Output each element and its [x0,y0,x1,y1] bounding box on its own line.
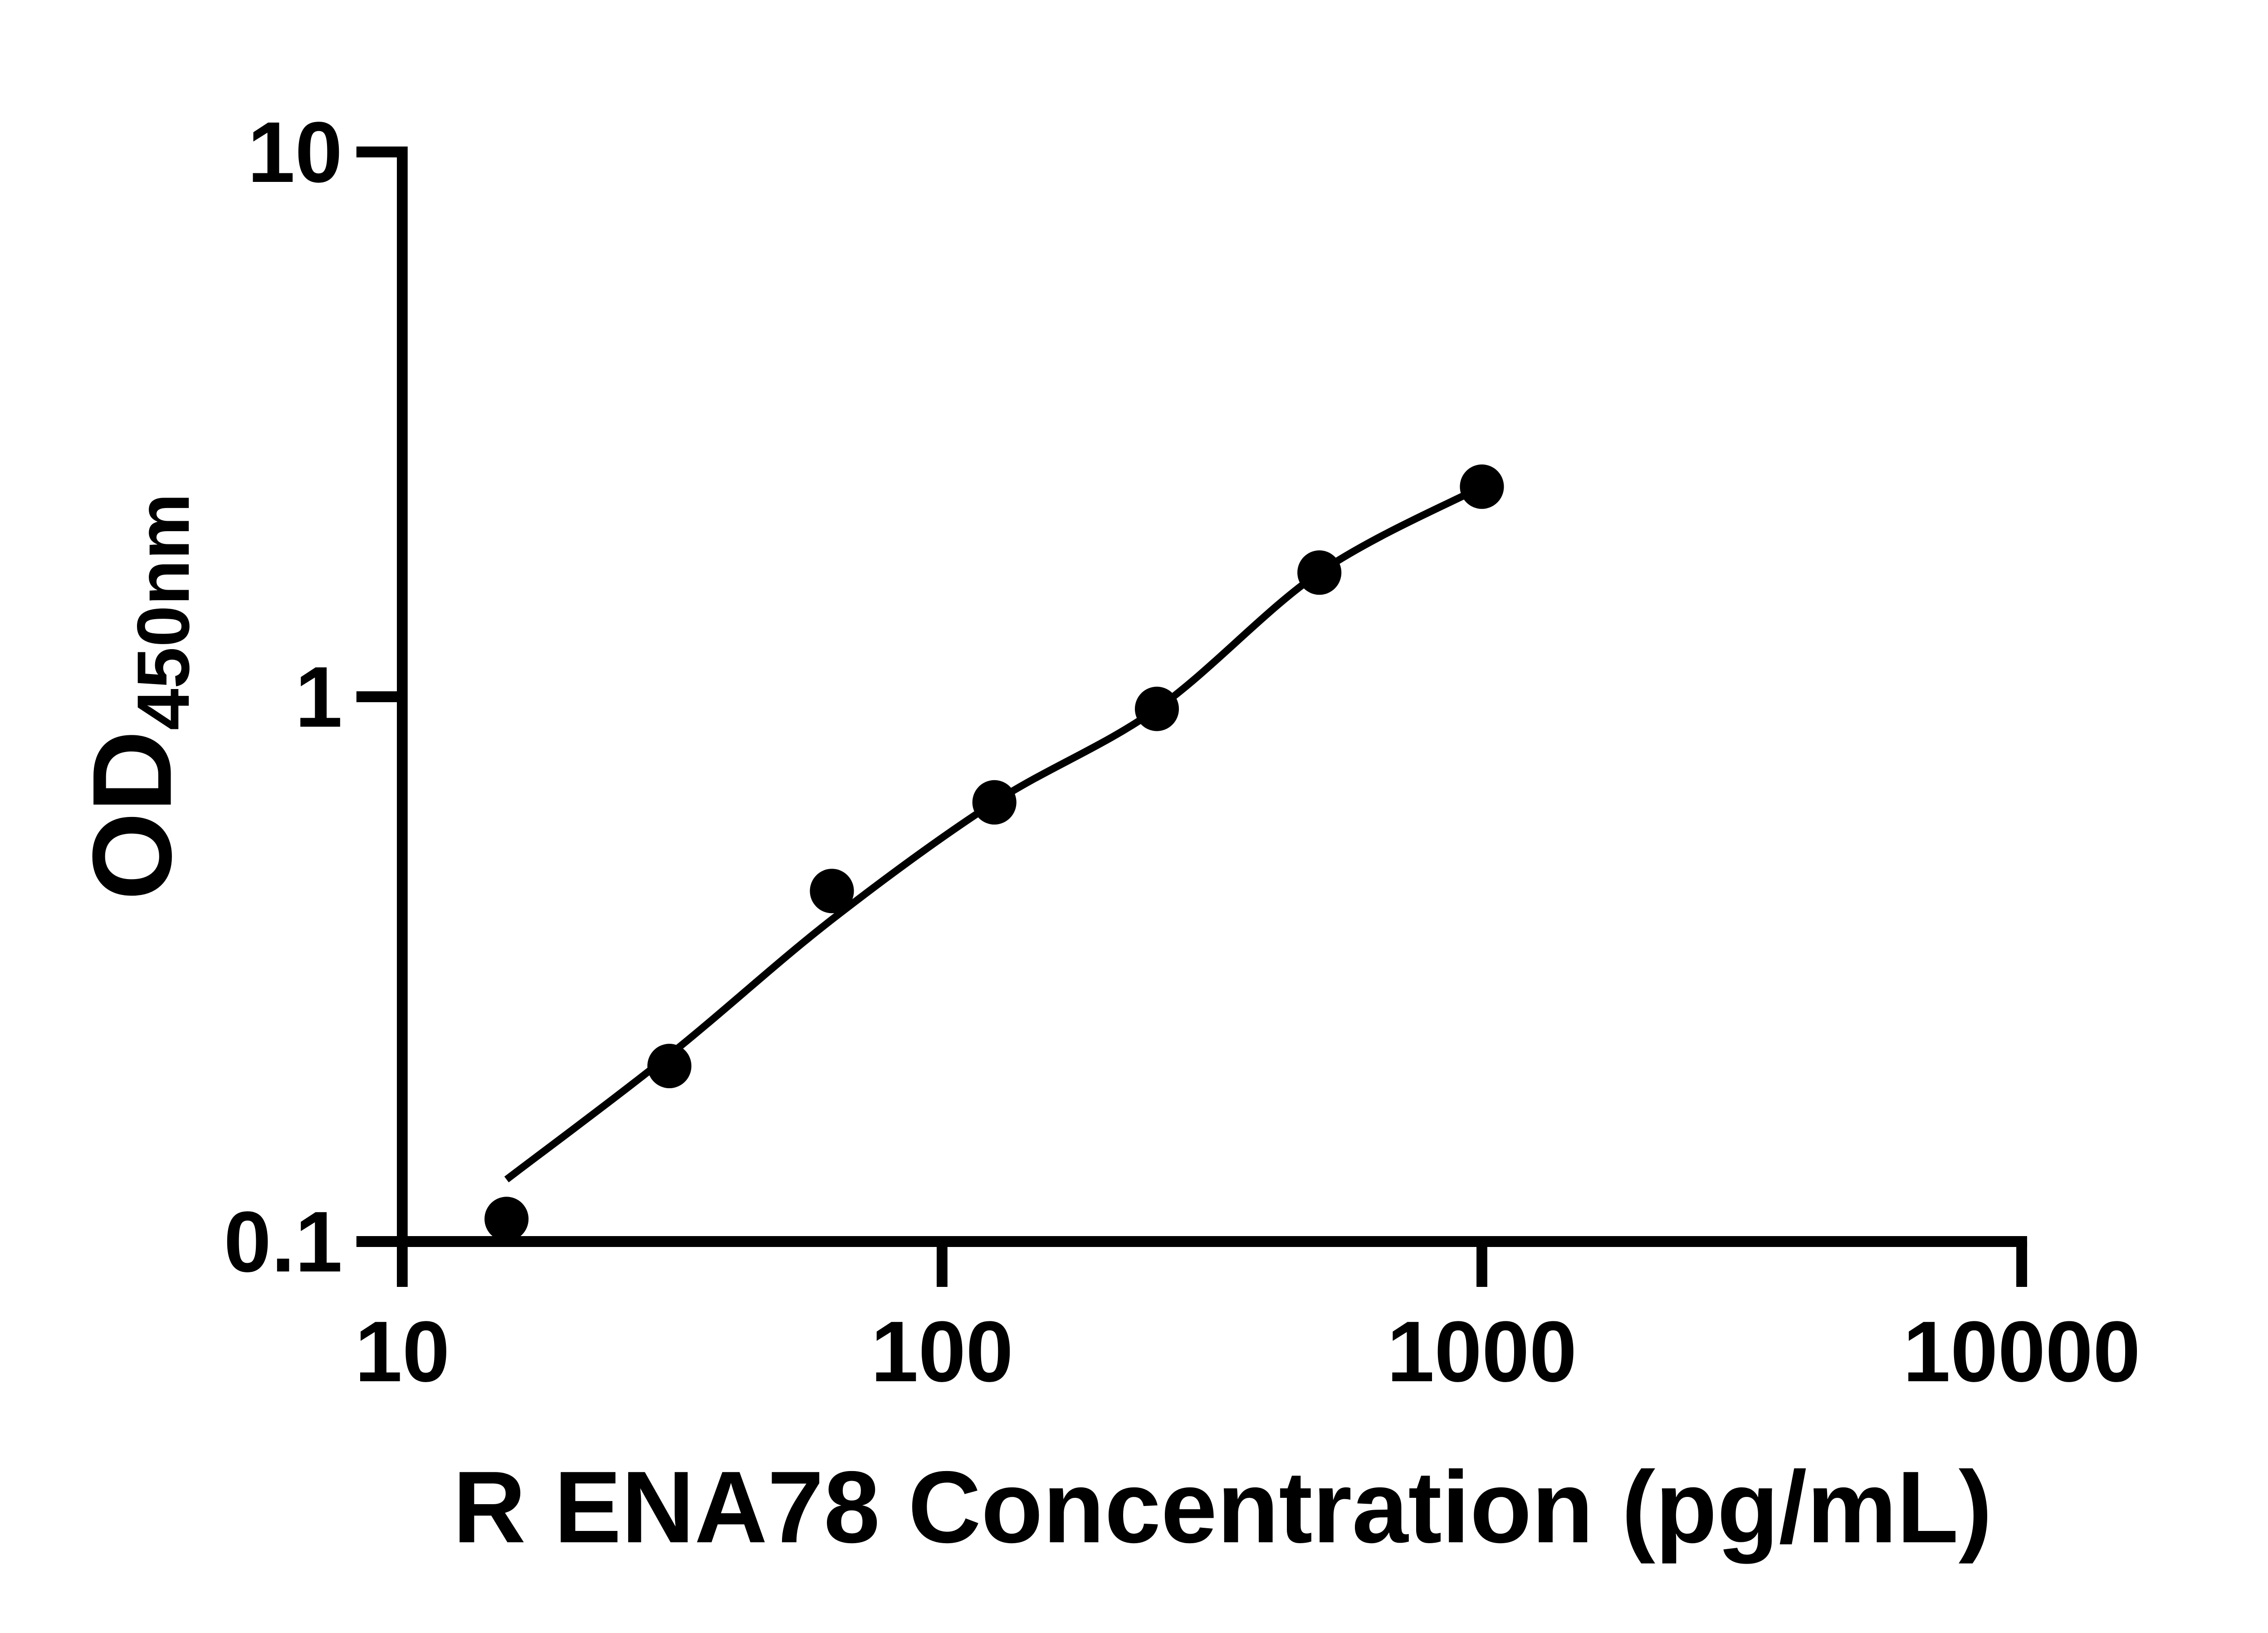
y-tick-label: 1 [295,649,342,745]
data-point-marker [647,1044,692,1089]
y-tick-label: 10 [248,104,342,200]
y-tick-marks [356,147,402,1247]
x-tick-label: 10 [355,1304,450,1400]
x-axis-title: R ENA78 Concentration (pg/mL) [453,1450,1992,1564]
data-point-marker [1460,464,1504,509]
data-point-marker [972,780,1017,825]
x-tick-labels: 10 100 1000 10000 [355,1304,2141,1400]
y-tick-labels: 10 1 0.1 [224,104,342,1290]
x-tick-label: 100 [871,1304,1013,1400]
y-axis-title: OD450nm [69,493,205,900]
data-point-marker [1297,550,1342,595]
y-axis-title-subscript: 450nm [122,493,205,730]
y-axis-title-main: OD [69,730,195,900]
data-point-marker [810,869,854,914]
data-points [484,464,1504,1242]
y-tick-label: 0.1 [224,1194,342,1290]
data-point-marker [1134,686,1179,731]
x-tick-label: 10000 [1903,1304,2141,1400]
x-tick-label: 1000 [1387,1304,1577,1400]
x-tick-marks [396,1242,2027,1287]
data-point-marker [484,1197,529,1242]
